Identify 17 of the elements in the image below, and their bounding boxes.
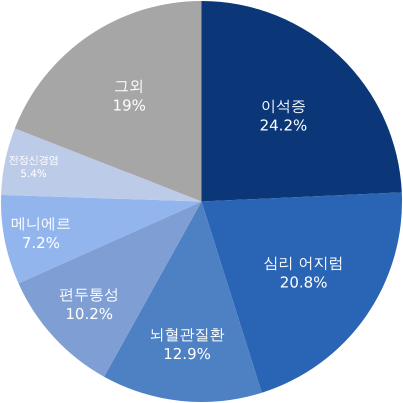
data-label: 20.8% — [280, 274, 328, 292]
data-label: 10.2% — [65, 305, 114, 324]
slice-label: 심리 어지럼 — [264, 254, 344, 272]
pie-slice — [1, 128, 202, 202]
data-label: 19% — [112, 96, 146, 114]
slice-label: 편두통성 — [59, 286, 120, 304]
slice-label: 그외 — [114, 76, 144, 95]
data-label: 5.4% — [20, 168, 47, 180]
data-label: 24.2% — [260, 116, 308, 135]
slice-label: 메니에르 — [10, 214, 71, 232]
data-label: 12.9% — [163, 345, 211, 364]
slice-label: 전정신경염 — [8, 154, 59, 167]
slice-label: 이석증 — [260, 97, 306, 116]
data-label: 7.2% — [22, 234, 60, 252]
slice-label: 뇌혈관질환 — [150, 326, 225, 344]
pie-slice — [1, 194, 202, 284]
pie-slice — [202, 1, 402, 202]
